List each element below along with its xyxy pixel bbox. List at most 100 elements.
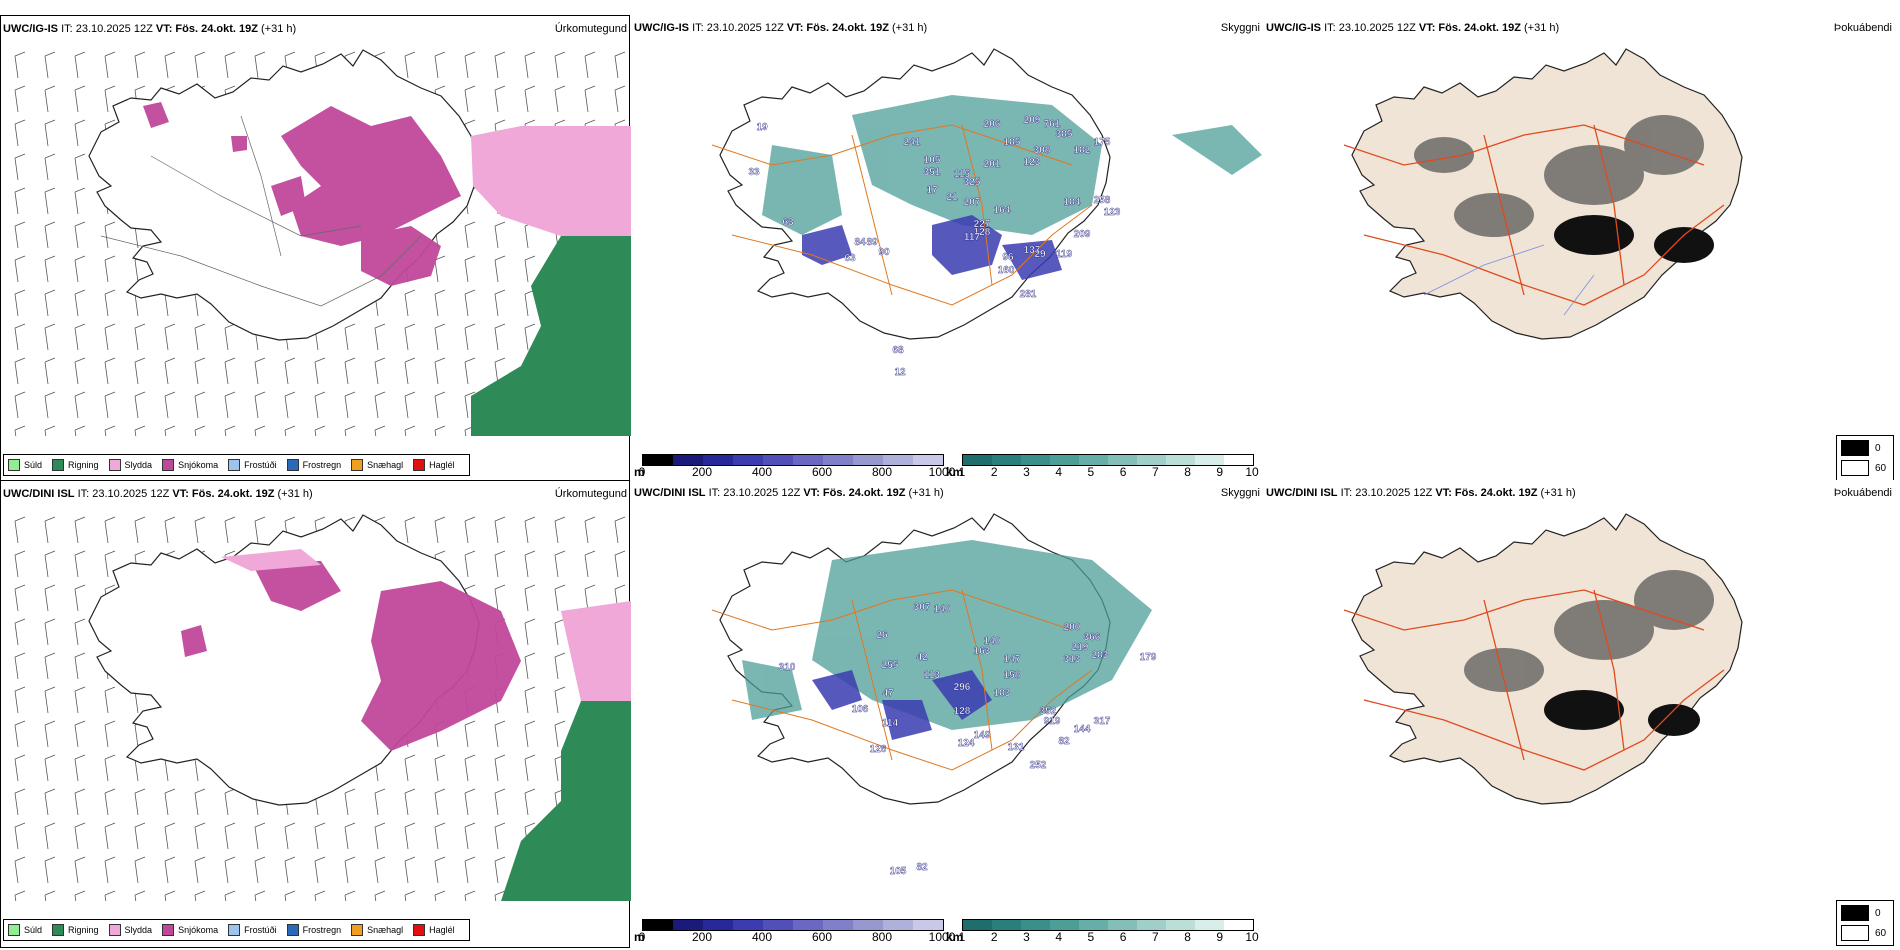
colorbar-segment [1050,920,1079,930]
valid-time: Fös. 24.okt. 19Z [806,22,889,34]
init-time: IT: 23.10.2025 12Z [708,487,801,499]
wind-barb [164,822,176,850]
wind-barb [464,720,476,748]
fog-shading [1464,570,1714,692]
cloud-base-label: 123 [1104,207,1121,218]
legend-label: Frostregn [302,925,342,935]
legend-swatch [286,459,299,471]
legend-label: Frostúði [244,925,277,935]
wind-barb [194,323,206,351]
visibility-unit: km [946,465,964,479]
init-time: IT: 23.10.2025 12Z [692,22,784,34]
wind-barb [614,516,626,544]
cloud-base-label: 919 [1044,716,1061,727]
wind-barb [194,822,206,850]
wind-barb [14,890,26,901]
colorbar-segment [883,920,913,930]
wind-barb [44,221,56,249]
colorbar-segment [823,920,853,930]
wind-barb [494,584,506,612]
wind-barb [404,289,416,317]
wind-barb [134,856,146,884]
wind-barb [104,51,116,79]
cloud-base-label: 219 [1072,642,1089,653]
legend-item: Snæhagl [351,459,403,471]
lead-time: (+31 h) [908,487,944,499]
wind-barb [524,85,536,113]
wind-barb [494,51,506,79]
cloud-base-label: 17 [926,185,938,196]
cloud-base-label: 29 [1034,249,1046,260]
wind-barb [344,425,356,436]
colorbar-segment [733,920,763,930]
cloud-base-label: 241 [904,137,921,148]
wind-barb [44,153,56,181]
wind-barb [524,323,536,351]
cloud-base-label: 158 [1004,670,1021,681]
legend-item: Súld [8,924,42,936]
wind-barb [464,890,476,901]
wind-barb [524,51,536,79]
wind-barb [14,516,26,544]
colorbar-segment [1224,920,1253,930]
colorbar-tick: 2 [990,465,998,479]
colorbar-tick: 600 [811,930,833,944]
wind-barb [254,822,266,850]
road-network [711,124,1093,306]
wind-barb [74,720,86,748]
panel-header: UWC/IG-IS IT: 23.10.2025 12Z VT: Fös. 24… [3,22,627,36]
cloud-base-label: 140 [984,636,1001,647]
cloud-base-label: 117 [964,232,981,243]
wind-barb [464,391,476,419]
colorbar-segment [703,920,733,930]
colorbar-segment [1108,455,1137,465]
wind-barb [464,822,476,850]
cloud-base-label: 258 [1094,195,1111,206]
cloud-base-label: 206 [984,119,1001,130]
cloud-base-unit: m [634,465,645,479]
wind-barb [14,153,26,181]
wind-barb [584,516,596,544]
cloud-base-label: 47 [882,688,894,699]
legend-swatch [162,924,175,936]
wind-barb [14,221,26,249]
colorbar-segment [1079,455,1108,465]
wind-barb [224,856,236,884]
legend-label: Frostúði [244,460,277,470]
wind-barb [524,255,536,283]
cloud-base-label: 144 [1074,724,1091,735]
cloud-base-label: 308 [1034,145,1051,156]
colorbar-tick: 3 [1023,465,1030,479]
cloud-base-label: 179 [1140,652,1157,663]
wind-barb [464,856,476,884]
wind-barb [224,323,236,351]
wind-barb [584,85,596,113]
cloud-base-label: 163 [974,646,991,657]
colorbar-segment [1166,455,1195,465]
wind-barb [14,584,26,612]
wind-barb [434,822,446,850]
legend-label: Snjókoma [178,925,219,935]
precip-map [14,514,631,901]
cloud-base-label: 209 [1074,229,1091,240]
wind-barb [44,686,56,714]
wind-barb [104,822,116,850]
colorbar-tick: 10 [1245,930,1259,944]
wind-barb [494,890,506,901]
precip-panel-bottom: UWC/DINI ISL IT: 23.10.2025 12Z VT: Fös.… [0,480,631,948]
wind-barb [14,51,26,79]
colorbar-tick: 1 [958,930,966,944]
fog-panel-bottom: UWC/DINI ISL IT: 23.10.2025 12Z VT: Fös.… [1264,480,1894,948]
valid-time: Fös. 24.okt. 19Z [822,487,906,499]
wind-barb [344,890,356,901]
colorbar-tick: 5 [1087,465,1095,479]
legend-swatch [351,924,364,936]
wind-barb [554,85,566,113]
wind-barb [464,357,476,385]
rain-area [471,236,631,436]
wind-barb [14,85,26,113]
wind-barb [554,584,566,612]
precip-panel-top: UWC/IG-IS IT: 23.10.2025 12Z VT: Fös. 24… [0,15,631,483]
model-name: UWC/IG-IS [634,22,689,34]
